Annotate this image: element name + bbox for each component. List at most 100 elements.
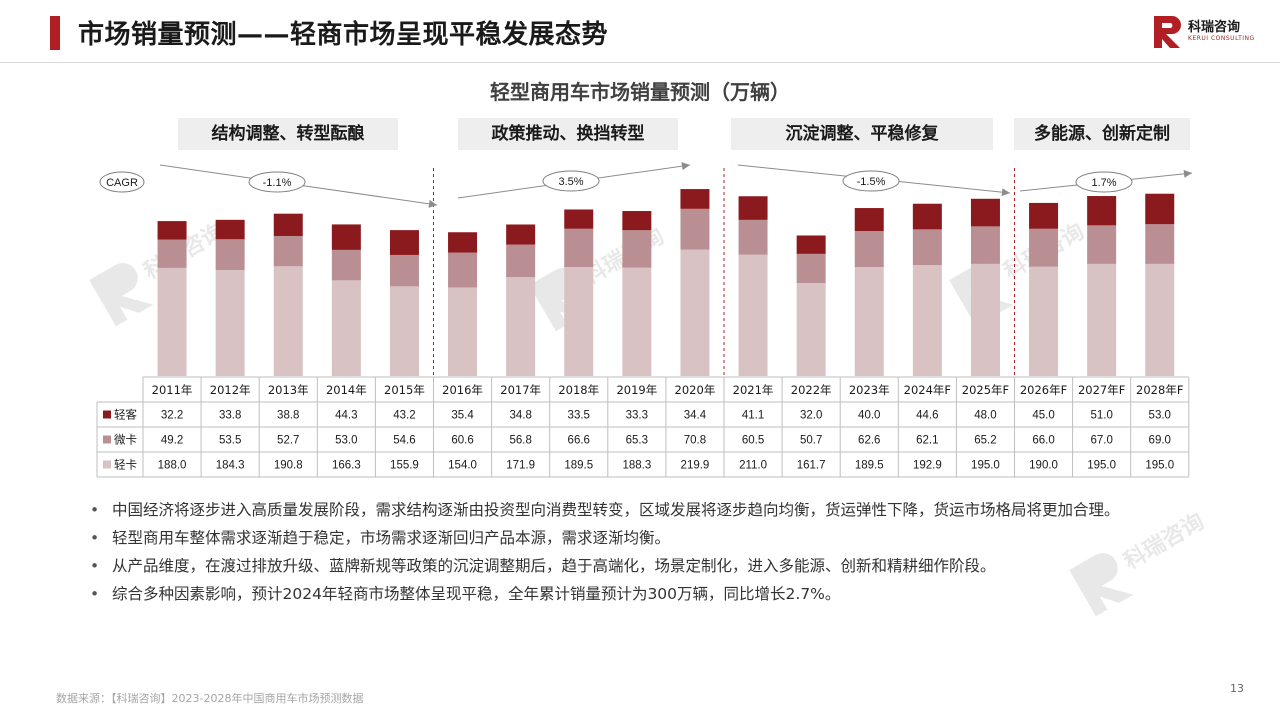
x-tick-label: 2022年 — [791, 383, 832, 397]
bar-segment-轻卡 — [1029, 266, 1059, 376]
bar-segment-微卡 — [738, 219, 768, 255]
data-label-轻客: 48.0 — [974, 410, 996, 422]
phase-label-4: 多能源、创新定制 — [1014, 118, 1190, 150]
x-tick-label: 2023年 — [849, 383, 890, 397]
data-label-轻客: 33.5 — [568, 410, 590, 422]
bar-segment-微卡 — [1029, 228, 1059, 267]
stacked-bar-chart: CAGR -1.1% 3.5% -1.5% 1.7% 2011年 2012年 2013年 201… — [96, 162, 1193, 478]
bar-segment-轻卡 — [796, 283, 826, 376]
bar-segment-轻客 — [738, 196, 768, 220]
x-tick-label: 2020年 — [675, 383, 716, 397]
x-tick-label: 2019年 — [616, 383, 657, 397]
phase-label-3: 沉淀调整、平稳修复 — [731, 118, 993, 150]
bar-segment-轻卡 — [680, 249, 710, 376]
data-label-微卡: 66.0 — [1032, 435, 1054, 447]
bar-segment-微卡 — [854, 231, 884, 268]
cagr-legend-bubble — [99, 171, 145, 193]
cagr-value-bubble — [842, 170, 900, 192]
data-label-微卡: 62.1 — [916, 435, 938, 447]
data-label-轻卡: 188.3 — [622, 460, 651, 472]
chart-title: 轻型商用车市场销量预测（万辆） — [490, 80, 790, 104]
x-tick-label: 2028年F — [1136, 383, 1183, 397]
data-label-轻客: 40.0 — [858, 410, 880, 422]
cagr-legend-label: CAGR — [106, 177, 138, 189]
bar-segment-微卡 — [970, 226, 1000, 264]
data-label-微卡: 50.7 — [800, 435, 822, 447]
x-tick-label: 2016年 — [442, 383, 483, 397]
bar-segment-轻卡 — [854, 267, 884, 376]
data-label-微卡: 60.6 — [451, 435, 473, 447]
data-label-微卡: 65.3 — [626, 435, 648, 447]
legend-swatch-轻卡 — [103, 460, 111, 469]
data-label-微卡: 62.6 — [858, 435, 880, 447]
data-label-轻卡: 195.0 — [971, 460, 1000, 472]
data-label-轻卡: 195.0 — [1145, 460, 1174, 472]
data-label-轻客: 53.0 — [1149, 410, 1171, 422]
bar-segment-轻客 — [215, 219, 245, 240]
bar-segment-轻客 — [680, 189, 710, 209]
data-label-轻客: 34.8 — [509, 410, 531, 422]
bar-segment-轻客 — [448, 232, 478, 253]
bar-segment-微卡 — [564, 228, 594, 268]
logo-r-icon — [1154, 16, 1181, 48]
data-label-轻客: 33.8 — [219, 410, 241, 422]
data-label-轻客: 51.0 — [1090, 410, 1112, 422]
bar-segment-轻客 — [1145, 193, 1175, 225]
data-label-轻卡: 190.0 — [1029, 460, 1058, 472]
data-label-微卡: 56.8 — [509, 435, 531, 447]
cagr-value-label: -1.1% — [263, 177, 292, 189]
bar-segment-轻客 — [1087, 196, 1117, 226]
bar-segment-轻卡 — [506, 277, 536, 376]
data-label-轻客: 38.8 — [277, 410, 299, 422]
phase-label-2: 政策推动、换挡转型 — [458, 118, 678, 150]
data-label-轻客: 43.2 — [393, 410, 415, 422]
data-label-轻卡: 211.0 — [739, 460, 767, 472]
data-label-轻客: 44.3 — [335, 410, 357, 422]
bar-segment-轻卡 — [1145, 263, 1175, 376]
bar-segment-微卡 — [1087, 225, 1117, 264]
data-label-轻客: 33.3 — [626, 410, 648, 422]
x-tick-label: 2017年 — [500, 383, 541, 397]
bar-segment-微卡 — [273, 235, 303, 267]
bar-segment-轻卡 — [564, 267, 594, 376]
bar-segment-轻卡 — [738, 254, 768, 376]
x-tick-label: 2012年 — [210, 383, 251, 397]
cagr-value-bubble — [542, 170, 600, 192]
cagr-value-bubble — [1075, 171, 1133, 193]
company-logo: 科瑞咨询 KERUI CONSULTING — [1152, 14, 1254, 50]
bar-segment-轻客 — [273, 213, 303, 236]
x-tick-label: 2018年 — [558, 383, 599, 397]
data-label-微卡: 66.6 — [568, 435, 590, 447]
bar-segment-轻客 — [157, 221, 187, 240]
data-label-轻卡: 171.9 — [506, 460, 535, 472]
cagr-arrowhead-icon — [428, 199, 437, 208]
bar-segment-轻卡 — [622, 267, 652, 376]
legend-label-轻卡: 轻卡 — [114, 458, 137, 472]
watermark-logo-icon — [89, 263, 154, 327]
bar-segment-微卡 — [448, 252, 478, 288]
data-label-轻客: 44.6 — [916, 410, 938, 422]
logo-name: 科瑞咨询 — [1188, 20, 1241, 35]
data-label-轻卡: 184.3 — [216, 460, 245, 472]
bar-segment-轻客 — [622, 211, 652, 231]
bar-segment-微卡 — [506, 244, 536, 278]
data-label-微卡: 60.5 — [742, 435, 764, 447]
bar-segment-轻客 — [912, 203, 942, 230]
x-tick-label: 2015年 — [384, 383, 425, 397]
bullet-list: 中国经济将逐步进入高质量发展阶段，需求结构逐渐由投资型向消费型转变，区域发展将逐… — [90, 500, 1200, 612]
x-tick-label: 2027年F — [1078, 383, 1125, 397]
x-tick-label: 2026年F — [1020, 383, 1067, 397]
cagr-value-label: -1.5% — [857, 176, 886, 188]
bar-segment-轻卡 — [970, 263, 1000, 376]
cagr-value-label: 1.7% — [1091, 177, 1116, 189]
cagr-arrowhead-icon — [1183, 169, 1192, 178]
cagr-value-label: 3.5% — [558, 176, 583, 188]
legend-swatch-轻客 — [103, 410, 111, 419]
data-label-轻卡: 195.0 — [1087, 460, 1116, 472]
x-tick-label: 2025年F — [962, 383, 1009, 397]
data-label-微卡: 65.2 — [974, 435, 996, 447]
x-tick-label: 2013年 — [268, 383, 309, 397]
data-label-微卡: 70.8 — [684, 435, 706, 447]
page-title: 市场销量预测——轻商市场呈现平稳发展态势 — [78, 20, 609, 50]
x-tick-label: 2011年 — [152, 383, 193, 397]
